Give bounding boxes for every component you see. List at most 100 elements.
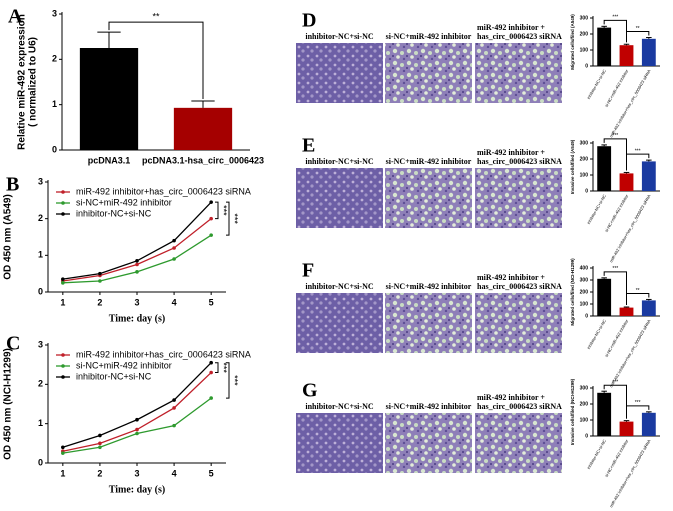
- y-tick-label: 200: [580, 401, 589, 407]
- data-point: [209, 370, 213, 375]
- y-tick-label: 300: [580, 140, 589, 146]
- data-point: [61, 277, 65, 281]
- x-tick-label: miR-492 inhibitor+has_circ_0006423 siRNA: [608, 318, 651, 388]
- significance-bracket: [626, 405, 650, 419]
- bar: [597, 27, 612, 67]
- significance-label: ***: [612, 133, 618, 139]
- x-tick-label: si-NC+miR-492 inhibitor: [604, 318, 630, 358]
- bar: [597, 392, 612, 436]
- bar: [619, 307, 634, 316]
- bar: [641, 38, 656, 66]
- data-point: [209, 396, 213, 400]
- legend-marker: [61, 201, 65, 205]
- y-tick-label: 3: [52, 8, 57, 18]
- x-tick-label: 5: [209, 468, 214, 478]
- y-tick-label: 0: [585, 313, 588, 319]
- legend-marker: [61, 364, 65, 368]
- image-label: si-NC+miR-492 inhibitor: [386, 402, 472, 411]
- x-tick-label: si-NC+miR-492 inhibitor: [604, 68, 630, 108]
- y-axis-label: Migrated cells/filed (NCI-H1299): [570, 258, 575, 326]
- micrograph: [475, 413, 562, 473]
- image-label: inhibitor-NC+si-NC: [305, 282, 373, 291]
- y-tick-label: 200: [580, 156, 589, 162]
- data-point: [61, 445, 65, 450]
- x-tick-label: 5: [209, 297, 214, 307]
- y-tick-label: 300: [580, 15, 589, 21]
- x-tick-label: 4: [172, 297, 177, 307]
- bar: [641, 161, 656, 191]
- significance-label: **: [152, 12, 160, 22]
- panel-letter: B: [6, 174, 19, 196]
- bar: [619, 45, 634, 66]
- x-tick-label: si-NC+miR-492 inhibitor: [604, 193, 630, 233]
- data-point: [135, 431, 139, 436]
- data-point: [209, 360, 213, 365]
- x-tick-label: 2: [97, 297, 102, 307]
- significance-bracket: [215, 201, 219, 220]
- significance-label: **: [636, 26, 640, 32]
- x-tick-label: 1: [60, 297, 65, 307]
- panel-letter: F: [302, 260, 314, 282]
- x-tick-label: 1: [60, 468, 65, 478]
- panel-letter: G: [302, 380, 318, 402]
- image-label: has_circ_0006423 siRNA: [477, 282, 562, 291]
- data-point: [172, 398, 176, 402]
- data-point: [172, 246, 176, 250]
- data-point: [172, 257, 176, 261]
- micrograph: [475, 293, 562, 353]
- y-axis-label: Relative miR-492 expression: [17, 14, 28, 150]
- image-label: has_circ_0006423 siRNA: [477, 402, 562, 411]
- bar: [641, 412, 656, 436]
- data-point: [98, 433, 102, 438]
- significance-label: ***: [219, 362, 229, 373]
- image-label: inhibitor-NC+si-NC: [305, 32, 373, 41]
- y-tick-label: 0: [52, 144, 57, 154]
- micrograph: [296, 293, 383, 353]
- image-label: miR-492 inhibitor +: [477, 148, 545, 157]
- x-tick-label: 4: [172, 468, 177, 478]
- x-tick-label: inhibitor-NC+si-NC: [586, 438, 607, 470]
- y-tick-label: 1: [38, 250, 43, 260]
- x-tick-label: 3: [134, 297, 139, 307]
- y-tick-label: 0: [585, 188, 588, 194]
- image-label: si-NC+miR-492 inhibitor: [386, 32, 472, 41]
- bar: [619, 421, 634, 436]
- y-axis-label: Invasive cells/filed (A549): [570, 139, 575, 194]
- x-axis-label: Time: day (s): [109, 313, 165, 324]
- micrograph: [296, 168, 383, 228]
- data-point: [209, 200, 213, 204]
- micrograph: [385, 293, 472, 353]
- data-point: [98, 441, 102, 446]
- bar: [79, 48, 139, 150]
- micrograph: [475, 168, 562, 228]
- y-tick-label: 200: [580, 289, 589, 295]
- data-point: [61, 281, 65, 285]
- image-label: si-NC+miR-492 inhibitor: [386, 282, 472, 291]
- significance-label: **: [636, 288, 640, 294]
- panel-letter: E: [302, 135, 315, 157]
- y-tick-label: 2: [38, 379, 43, 389]
- significance-bracket: [626, 292, 650, 305]
- bar: [597, 278, 612, 316]
- image-label: inhibitor-NC+si-NC: [305, 157, 373, 166]
- legend-marker: [61, 353, 65, 357]
- series-line: [62, 397, 212, 454]
- significance-bracket: [108, 21, 204, 100]
- micrograph: [385, 168, 472, 228]
- y-axis-label: OD 450 nm (A549): [3, 194, 14, 280]
- data-point: [98, 271, 102, 276]
- x-tick-label: 3: [134, 468, 139, 478]
- data-point: [98, 445, 102, 450]
- panel-letter: D: [302, 10, 316, 32]
- significance-label: ***: [612, 380, 618, 386]
- significance-label: ***: [635, 400, 641, 406]
- significance-label: ***: [230, 213, 240, 224]
- significance-label: ***: [635, 148, 641, 154]
- legend-label: si-NC+miR-492 inhibitor: [76, 360, 172, 370]
- data-point: [209, 216, 213, 221]
- bar: [597, 146, 612, 191]
- data-point: [135, 262, 139, 267]
- x-tick-label: 2: [97, 468, 102, 478]
- image-label: miR-492 inhibitor +: [477, 393, 545, 402]
